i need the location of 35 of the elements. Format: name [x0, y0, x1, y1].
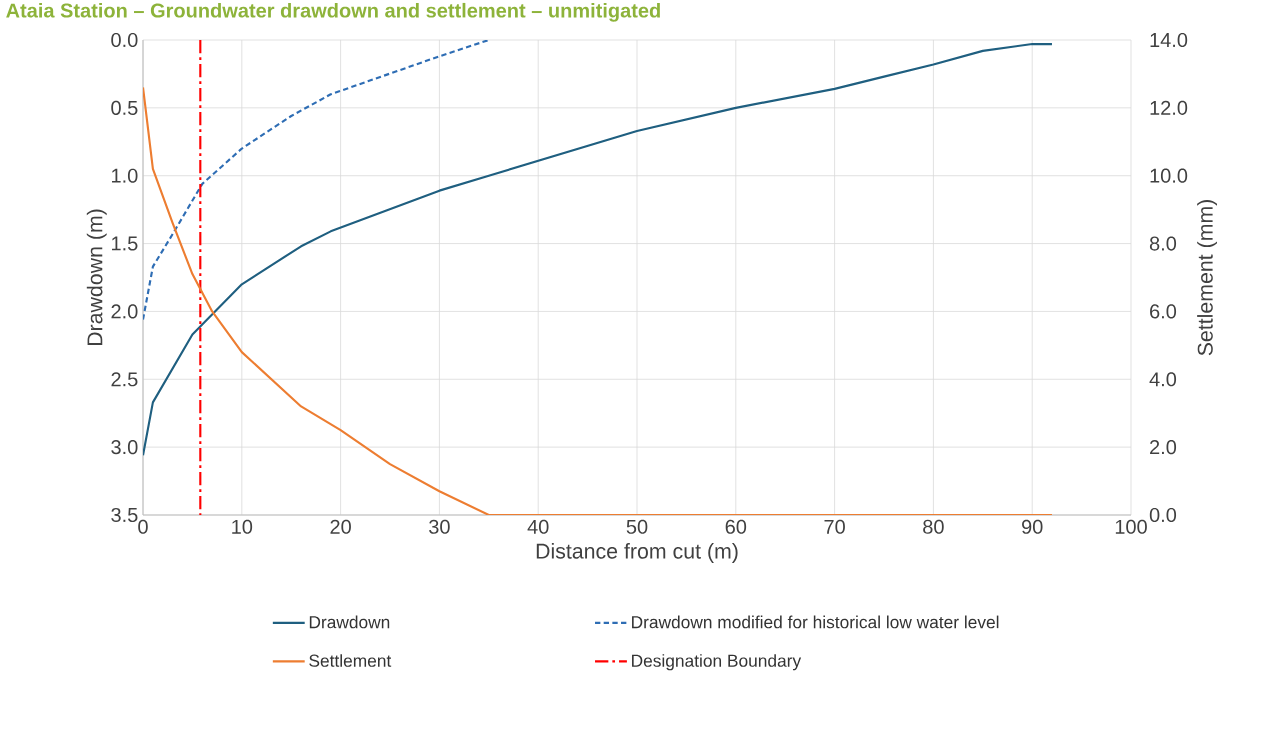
x-tick-label: 20: [330, 519, 351, 534]
legend-label: Designation Boundary: [632, 654, 802, 671]
x-axis-title: Distance from cut (m): [536, 543, 738, 563]
y2-tick-label: 6.0: [1150, 304, 1177, 319]
y-tick-label: 1.0: [112, 168, 138, 183]
x-tick-label: 80: [923, 519, 944, 534]
y-tick-label: 3.5: [111, 507, 138, 523]
y-tick-label: 0.0: [111, 32, 138, 48]
y-tick-label: 0.5: [111, 100, 138, 115]
chart-title: Ataia Station – Groundwater drawdown and settlement – unmitigated: [6, 2, 660, 22]
y2-tick-label: 10.0: [1150, 168, 1188, 183]
legend-label: Drawdown modified for historical low water level: [632, 615, 999, 629]
y2-axis-title: Settlement (mm): [1197, 200, 1217, 356]
y-tick-label: 3.0: [111, 440, 138, 455]
legend-label: Drawdown: [309, 615, 390, 629]
y-tick-label: 2.5: [111, 372, 138, 387]
y2-tick-label: 4.0: [1149, 372, 1177, 387]
x-tick-label: 60: [725, 519, 747, 534]
x-tick-label: 30: [429, 519, 450, 534]
y2-tick-label: 14.0: [1150, 32, 1188, 48]
y2-tick-label: 12.0: [1150, 100, 1188, 115]
x-tick-label: 70: [824, 519, 845, 534]
x-tick-label: 0: [138, 519, 148, 534]
y-tick-label: 1.5: [112, 236, 138, 251]
x-tick-label: 100: [1115, 519, 1147, 534]
x-tick-label: 90: [1022, 519, 1043, 534]
y2-tick-label: 0.0: [1149, 507, 1177, 523]
x-tick-label: 50: [626, 519, 648, 534]
y2-tick-label: 2.0: [1150, 440, 1177, 455]
x-tick-label: 10: [232, 519, 253, 534]
y-axis-title: Drawdown (m): [86, 209, 107, 346]
y2-tick-label: 8.0: [1149, 236, 1177, 251]
legend-label: Settlement: [309, 654, 392, 667]
y-tick-label: 2.0: [111, 304, 138, 319]
x-tick-label: 40: [527, 519, 549, 534]
